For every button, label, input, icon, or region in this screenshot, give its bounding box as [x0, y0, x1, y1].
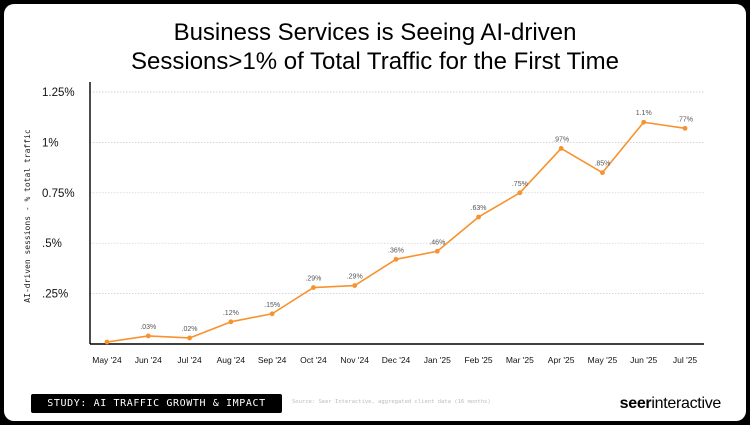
data-point — [476, 214, 481, 220]
y-tick-labels: .25% .5% 0.75% 1% 1.25% — [42, 87, 75, 301]
x-tick-label: Dec '24 — [382, 355, 411, 365]
y-tick-label: 1.25% — [42, 87, 75, 99]
data-point — [145, 333, 151, 339]
source-note: Source: Seer Interactive, aggregated cli… — [292, 399, 491, 405]
data-point — [393, 256, 399, 262]
x-tick-labels: May '24 Jun '24 Jul '24 Aug '24 Sep '24 Oct '… — [92, 355, 697, 365]
x-tick-label: Jul '24 — [177, 355, 202, 365]
data-point — [104, 339, 110, 345]
data-point — [228, 319, 234, 325]
data-label: .46% — [429, 239, 445, 246]
data-points — [104, 119, 688, 345]
gridlines — [90, 91, 704, 294]
chart-title: Business Services is Seeing AI-driven Se… — [4, 18, 746, 76]
x-tick-label: Aug '24 — [217, 355, 246, 365]
chart-card: Business Services is Seeing AI-driven Se… — [4, 4, 746, 421]
x-tick-label: Jan '25 — [424, 355, 451, 365]
data-point — [517, 190, 523, 196]
data-label: .29% — [305, 276, 321, 283]
data-label: .15% — [264, 302, 280, 309]
y-tick-label: .5% — [42, 238, 62, 250]
title-line-2: Sessions>1% of Total Traffic for the Fir… — [131, 48, 619, 75]
x-tick-label: Oct '24 — [300, 355, 327, 365]
data-point — [641, 119, 647, 125]
x-tick-label: Nov '24 — [340, 355, 369, 365]
data-point — [187, 335, 192, 341]
data-point — [269, 311, 275, 317]
brand-rest: interactive — [651, 395, 721, 412]
data-point — [558, 146, 564, 151]
data-point — [434, 248, 440, 254]
x-tick-label: Apr '25 — [548, 355, 575, 365]
data-point — [682, 125, 688, 131]
data-label: .29% — [347, 274, 363, 281]
data-label: .63% — [471, 205, 487, 212]
axes — [89, 82, 704, 345]
data-label: .97% — [553, 136, 569, 143]
brand-bold: seer — [619, 395, 652, 412]
data-label: .77% — [677, 116, 693, 123]
y-tick-label: .25% — [42, 289, 68, 301]
x-tick-label: Jul '25 — [673, 355, 698, 365]
data-label: .12% — [223, 310, 239, 317]
x-tick-label: Sep '24 — [258, 355, 287, 365]
y-tick-label: 1% — [42, 137, 59, 149]
data-label: .75% — [512, 181, 528, 188]
data-point — [311, 285, 316, 290]
data-label: 1.1% — [636, 110, 652, 117]
x-tick-label: Feb '25 — [465, 355, 493, 365]
y-axis-label: AI-driven sessions - % total traffic — [23, 129, 32, 303]
data-point — [600, 170, 605, 176]
title-line-1: Business Services is Seeing AI-driven — [173, 19, 577, 46]
data-label: .03% — [140, 324, 156, 331]
brand-logo: seerinteractive — [619, 395, 722, 413]
x-tick-label: Jun '25 — [630, 355, 657, 365]
x-tick-label: Jun '24 — [135, 355, 162, 365]
x-tick-label: Mar '25 — [506, 355, 534, 365]
study-badge: STUDY: AI TRAFFIC GROWTH & IMPACT — [31, 394, 282, 413]
data-labels: .03% .02% .12% .15% .29% .29% .36% .46% .63% .75%… — [140, 110, 693, 333]
x-tick-label: May '25 — [588, 355, 618, 365]
data-label: .85% — [594, 161, 610, 168]
x-tick-label: May '24 — [92, 355, 122, 365]
y-tick-label: 0.75% — [42, 188, 75, 200]
data-point — [352, 283, 358, 288]
series-line — [106, 121, 686, 343]
data-label: .36% — [388, 247, 404, 254]
series-polyline — [106, 121, 686, 343]
data-label: .02% — [182, 326, 198, 333]
line-chart: .25% .5% 0.75% 1% 1.25% May '24 Jun '24 Jul '2… — [23, 82, 704, 365]
